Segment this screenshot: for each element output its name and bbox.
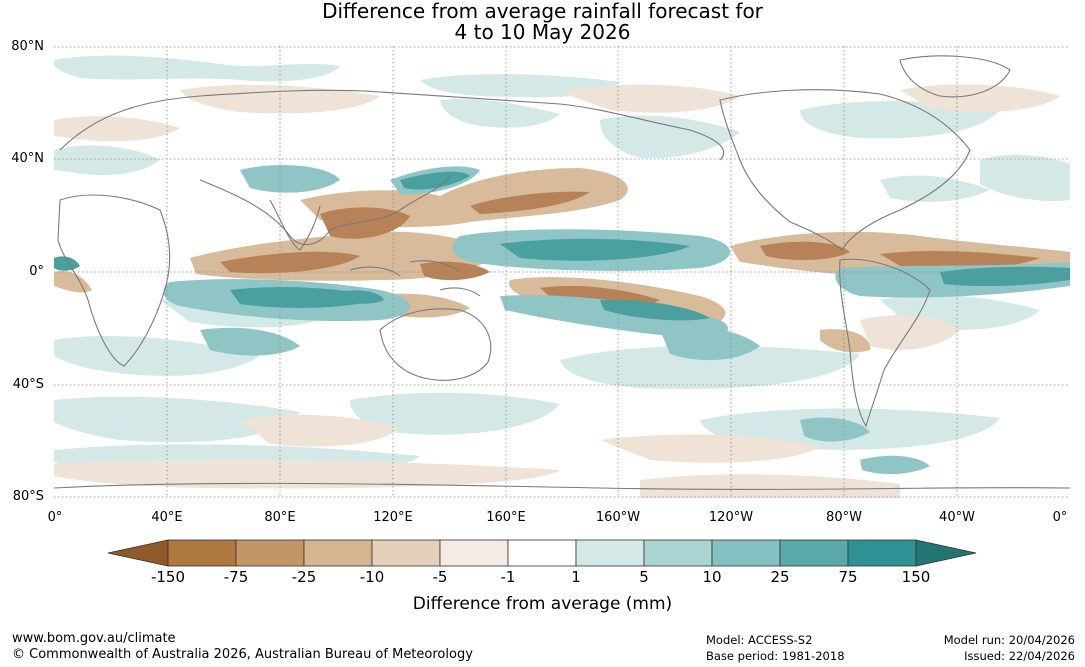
colorbar-swatch: [847, 539, 917, 567]
colorbar-swatch: [303, 539, 373, 567]
chart-title-line1: Difference from average rainfall forecas…: [322, 0, 763, 23]
lat-label-equator: 0°: [29, 264, 44, 279]
colorbar-swatch: [371, 539, 441, 567]
lon-label-80e: 80°E: [264, 510, 296, 525]
footer-model: Model: ACCESS-S2: [706, 633, 813, 647]
coastlines: [54, 55, 1070, 490]
lon-label-0: 0°: [47, 510, 63, 525]
lon-label-120e: 120°E: [373, 510, 413, 525]
lon-label-160e: 160°E: [486, 510, 526, 525]
colorbar-title: Difference from average (mm): [412, 594, 673, 614]
colorbar-swatch: [235, 539, 305, 567]
colorbar-swatch: [779, 539, 849, 567]
lat-label-40s: 40°S: [12, 377, 44, 392]
lon-label-0-end: 0°: [1052, 510, 1068, 525]
footer-issued: Issued: 22/04/2026: [964, 649, 1075, 663]
anomaly-dark-teal: [54, 171, 1070, 321]
colorbar-swatch: [575, 539, 645, 567]
colorbar-tick: 10: [702, 568, 722, 586]
footer-copyright: © Commonwealth of Australia 2026, Austra…: [12, 647, 473, 662]
lon-label-160w: 160°W: [595, 510, 641, 525]
colorbar-swatch: [167, 539, 237, 567]
footer-model-run: Model run: 20/04/2026: [943, 633, 1075, 647]
colorbar-arrow-low: [107, 539, 169, 567]
colorbar-swatch: [711, 539, 781, 567]
chart-title-line2: 4 to 10 May 2026: [454, 20, 631, 44]
footer-base-period: Base period: 1981-2018: [706, 649, 845, 663]
colorbar-tick: 1: [571, 568, 581, 586]
map-area: [54, 46, 1070, 498]
colorbar-tick: -75: [223, 568, 249, 586]
colorbar-tick: 25: [770, 568, 790, 586]
colorbar-swatch: [643, 539, 713, 567]
footer-url[interactable]: www.bom.gov.au/climate: [12, 631, 176, 646]
lat-label-80s: 80°S: [12, 489, 44, 504]
colorbar-tick: -5: [432, 568, 448, 586]
colorbar-tick: -25: [291, 568, 317, 586]
colorbar-swatch: [439, 539, 509, 567]
colorbar: [107, 539, 977, 567]
lon-label-40w: 40°W: [939, 510, 975, 525]
lon-label-80w: 80°W: [826, 510, 862, 525]
colorbar-tick: -1: [500, 568, 516, 586]
colorbar-tick: -150: [150, 568, 186, 586]
lat-label-80n: 80°N: [11, 39, 44, 54]
colorbar-tick: 75: [838, 568, 858, 586]
colorbar-tick: 5: [639, 568, 649, 586]
colorbar-arrow-high: [915, 539, 977, 567]
colorbar-swatch: [507, 539, 577, 567]
lon-label-120w: 120°W: [708, 510, 754, 525]
colorbar-tick: -10: [359, 568, 385, 586]
lon-label-40e: 40°E: [151, 510, 183, 525]
lat-label-40n: 40°N: [11, 151, 44, 166]
colorbar-tick: 150: [901, 568, 931, 586]
graticule: [54, 46, 1070, 498]
